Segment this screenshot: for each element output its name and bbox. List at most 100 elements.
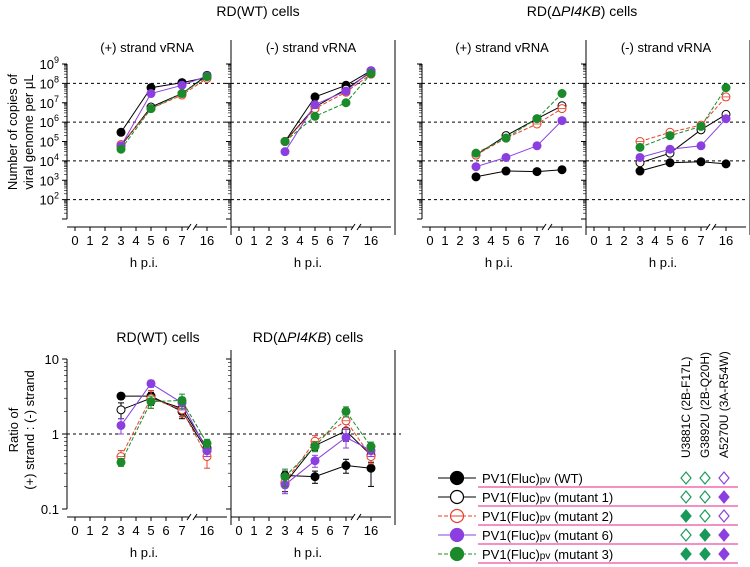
series-line-wt bbox=[121, 395, 208, 451]
series-line-mutant2 bbox=[120, 397, 208, 457]
series-line-mutant1 bbox=[120, 74, 208, 147]
y-tick-label: 106 bbox=[40, 113, 59, 130]
series-line-mutant2 bbox=[120, 77, 208, 145]
y-tick-label: 105 bbox=[40, 133, 59, 150]
series-mutant1 bbox=[280, 67, 376, 146]
data-point-mutant6 bbox=[146, 379, 156, 389]
x-tick-label: 0 bbox=[235, 233, 242, 248]
data-point-mutant3 bbox=[177, 89, 187, 99]
legend-label: PV1(Fluc)pv (mutant 3) bbox=[482, 547, 613, 562]
x-axis-break-mark bbox=[186, 513, 192, 521]
strand-title-2: (+) strand vRNA bbox=[455, 40, 549, 55]
legend-marker bbox=[449, 527, 465, 543]
legend-row-mutant2: PV1(Fluc)pv (mutant 2) bbox=[438, 508, 738, 526]
data-point-mutant3 bbox=[366, 442, 376, 452]
y-tick-label: 104 bbox=[40, 152, 59, 169]
series-mutant3 bbox=[471, 89, 567, 158]
chart-panel-2: (+) strand vRNA 0 1 2 3 4 5 6 7 16 h p.i. bbox=[417, 40, 587, 270]
x-axis-break-mark bbox=[356, 513, 362, 521]
x-tick-label: 4 bbox=[132, 523, 139, 538]
x-tick-label: 3 bbox=[117, 523, 124, 538]
series-line-wt bbox=[475, 169, 563, 178]
x-axis-label: h p.i. bbox=[649, 255, 677, 270]
series-mutant6 bbox=[635, 114, 731, 162]
y-tick-label: 102 bbox=[40, 191, 59, 208]
x-tick-label: 3 bbox=[472, 233, 479, 248]
mutation-diamond-open bbox=[718, 509, 730, 523]
x-tick-label: 1 bbox=[250, 523, 257, 538]
x-tick-label: 0 bbox=[590, 233, 597, 248]
legend-marker bbox=[449, 489, 465, 505]
series-mutant1 bbox=[280, 422, 376, 493]
x-tick-label: 7 bbox=[697, 233, 704, 248]
bottom-right-cell-title: RD(ΔPI4KB) cells bbox=[253, 329, 364, 345]
data-point-mutant6 bbox=[116, 420, 126, 430]
legend-label: PV1(Fluc)pv (WT) bbox=[482, 471, 583, 486]
mutation-diamond-open bbox=[680, 528, 692, 542]
mutation-diamond-filled bbox=[718, 528, 730, 542]
data-point-wt bbox=[471, 172, 481, 182]
bottom-y-axis-label-line1: Ratio of bbox=[6, 407, 21, 452]
x-tick-label: 1 bbox=[605, 233, 612, 248]
data-point-mutant6 bbox=[310, 456, 320, 466]
strand-title-1: (-) strand vRNA bbox=[266, 40, 357, 55]
data-point-mutant3 bbox=[696, 121, 706, 131]
x-tick-label: 4 bbox=[487, 233, 494, 248]
x-axis-break-mark bbox=[192, 223, 198, 231]
series-wt bbox=[280, 456, 376, 487]
top-y-axis-label-line1: Number of copies of bbox=[5, 73, 20, 190]
series-mutant3 bbox=[280, 69, 376, 146]
legend-row-mutant1: PV1(Fluc)pv (mutant 1) bbox=[438, 489, 738, 507]
series-mutant3 bbox=[280, 406, 376, 487]
x-tick-label: 1 bbox=[86, 523, 93, 538]
data-point-mutant6 bbox=[310, 100, 320, 110]
series-line-wt bbox=[120, 77, 208, 133]
series-wt bbox=[471, 165, 567, 182]
y-tick-label: 108 bbox=[40, 74, 59, 91]
x-tick-label: 5 bbox=[147, 523, 154, 538]
x-tick-label: 16 bbox=[364, 523, 378, 538]
series-line-mutant3 bbox=[120, 399, 208, 463]
data-point-mutant6 bbox=[532, 141, 542, 151]
series-line-mutant3 bbox=[120, 76, 208, 150]
series-line-mutant1 bbox=[639, 113, 727, 164]
data-point-mutant3 bbox=[177, 395, 187, 405]
data-point-wt bbox=[721, 159, 731, 169]
x-axis-label: h p.i. bbox=[294, 545, 322, 560]
series-mutant3 bbox=[635, 83, 731, 152]
x-tick-label: 7 bbox=[342, 233, 349, 248]
mutation-diamond-filled bbox=[718, 547, 730, 561]
data-point-mutant3 bbox=[146, 104, 156, 114]
series-line-mutant1 bbox=[120, 397, 208, 449]
x-tick-label: 6 bbox=[162, 233, 169, 248]
x-axis-label: h p.i. bbox=[130, 545, 158, 560]
series-line-mutant6 bbox=[475, 120, 563, 168]
series-line-mutant6 bbox=[284, 436, 372, 486]
data-point-wt bbox=[532, 167, 542, 177]
data-point-wt bbox=[557, 165, 567, 175]
data-point-mutant3 bbox=[280, 137, 290, 146]
series-line-wt bbox=[639, 161, 727, 172]
x-tick-label: 5 bbox=[311, 523, 318, 538]
data-point-mutant3 bbox=[116, 144, 126, 154]
series-mutant6 bbox=[280, 66, 376, 157]
data-point-mutant3 bbox=[471, 148, 481, 158]
x-axis-break-mark bbox=[356, 223, 362, 231]
x-tick-label: 4 bbox=[296, 233, 303, 248]
data-point-mutant6 bbox=[471, 162, 481, 172]
x-axis-break-mark bbox=[186, 223, 192, 231]
data-point-mutant3 bbox=[341, 98, 351, 108]
data-point-mutant6 bbox=[665, 144, 675, 154]
legend-marker bbox=[449, 470, 465, 486]
x-tick-label: 4 bbox=[651, 233, 658, 248]
x-axis-break-mark bbox=[541, 223, 547, 231]
series-mutant6 bbox=[471, 116, 567, 172]
chart-panel-3: (-) strand vRNA 0 1 2 3 4 5 6 7 16 h p.i. bbox=[581, 40, 750, 270]
x-tick-label: 16 bbox=[364, 233, 378, 248]
series-mutant3 bbox=[116, 393, 212, 467]
x-tick-label: 5 bbox=[666, 233, 673, 248]
data-point-mutant6 bbox=[501, 152, 511, 162]
x-tick-label: 16 bbox=[200, 523, 214, 538]
